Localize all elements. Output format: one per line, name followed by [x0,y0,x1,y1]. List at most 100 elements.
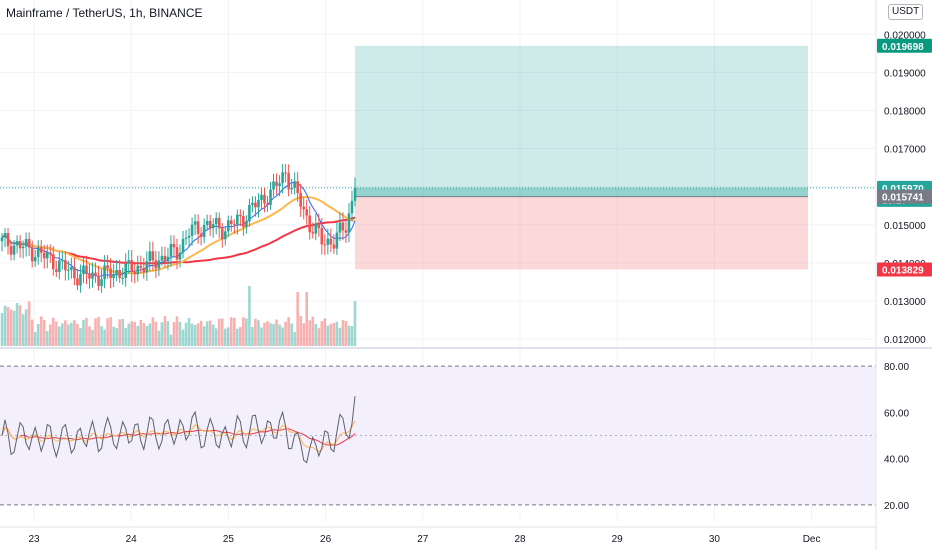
currency-badge[interactable]: USDT [888,4,924,20]
volume-bar [233,317,236,346]
volume-bar [181,329,185,346]
candle-body [82,265,85,275]
volume-bar [55,321,58,346]
candle-body [39,247,43,253]
candle-body [214,217,218,225]
volume-bar [317,328,321,346]
volume-bar [187,317,191,346]
candle-body [163,255,167,262]
volume-bar [154,321,158,346]
volume-bar [202,326,206,346]
candle-body [320,228,324,245]
candle-body [76,278,79,286]
candle-body [64,260,67,271]
volume-bar [199,320,203,346]
volume-bar [48,324,52,346]
candle-body [350,200,354,214]
candle-body [199,233,203,238]
candle-body [202,224,206,238]
price-tick-label: 0.019000 [884,68,926,79]
candle-body [344,230,348,233]
candle-body [314,223,318,234]
price-label-box [877,262,932,277]
volume-bar [341,320,345,346]
volume-bar [236,328,239,346]
time-tick-label: 25 [223,534,235,545]
volume-bar [245,318,248,346]
candle-body [79,274,82,286]
candle-body [30,247,34,262]
rsi-tick-label: 80.00 [884,362,909,373]
time-tick-label: 26 [320,534,332,545]
volume-bar [18,305,22,346]
volume-bar [27,301,31,346]
position-tool[interactable] [355,45,808,270]
time-tick-label: 27 [417,534,429,545]
candle-body [48,252,52,255]
candle-body [245,221,248,228]
volume-bar [88,326,91,346]
candle-body [263,194,266,204]
candle-body [184,237,188,239]
candle-body [269,189,272,206]
time-axis[interactable]: 23 24 25 26 27 28 29 30 Dec [0,526,876,545]
volume-bar [39,316,43,346]
candlesticks [0,163,357,293]
candle-body [181,238,185,253]
volume-bar [257,320,260,346]
candle-body [27,239,31,248]
candle-body [211,224,215,229]
candle-body [58,260,61,272]
volume-bar [251,326,254,346]
volume-bar [314,323,318,346]
candle-body [18,241,22,249]
candle-body [236,214,239,225]
volume-bar [353,301,357,346]
volume-bar [127,323,131,346]
candle-body [239,214,242,217]
candle-body [178,252,182,260]
volume-bar [329,323,333,346]
candle-body [139,265,143,268]
price-label-value: 0.015970 [882,184,924,195]
candle-body [169,243,173,257]
volume-bar [121,318,124,346]
position-open-profit [355,187,808,197]
candle-body [12,245,16,255]
volume-bar [3,305,7,346]
candle-body [299,193,302,207]
candle-body [254,202,257,208]
volume-bar [320,321,324,346]
volume-bar [214,328,218,346]
candle-body [266,203,269,206]
volume-bar [205,321,209,346]
candle-body [347,213,351,233]
symbol-title[interactable]: Mainframe / TetherUS, 1h, BINANCE [6,6,203,20]
volume-bar [115,328,118,346]
volume-bar [12,310,16,346]
volume-bars [0,286,357,346]
candle-body [326,238,330,245]
candle-body [142,267,146,273]
candle-body [193,221,197,225]
volume-bar [112,326,115,346]
candle-body [248,204,251,222]
candle-body [287,173,290,190]
candle-body [190,224,194,236]
volume-bar [24,309,28,346]
volume-bar [0,313,4,346]
volume-bar [145,325,149,346]
candle-body [260,194,263,200]
time-tick-label: 30 [709,534,721,545]
volume-bar [296,292,299,346]
candle-body [257,199,260,208]
volume-bar [42,320,46,346]
volume-bar [100,326,103,346]
volume-bar [118,319,121,346]
candle-body [130,260,134,272]
volume-bar [211,324,215,346]
candle-body [3,233,7,238]
